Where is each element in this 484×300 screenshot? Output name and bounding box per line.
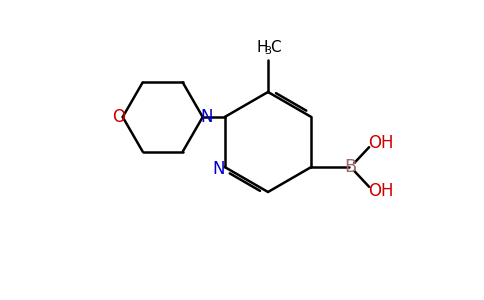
Text: OH: OH (368, 182, 394, 200)
Text: B: B (344, 158, 356, 176)
Text: H: H (256, 40, 268, 56)
Text: OH: OH (368, 134, 394, 152)
Text: C: C (270, 40, 281, 56)
Text: O: O (112, 108, 125, 126)
Text: N: N (200, 108, 213, 126)
Text: 3: 3 (264, 46, 271, 56)
Text: N: N (212, 160, 225, 178)
